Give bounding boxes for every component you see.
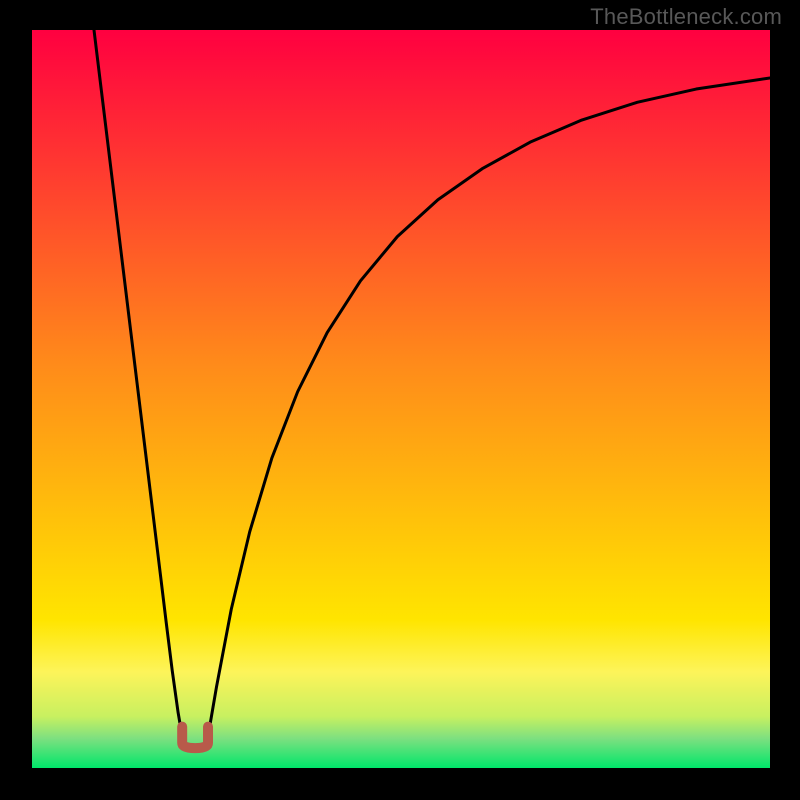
plot-area: [32, 30, 770, 768]
watermark-text: TheBottleneck.com: [590, 4, 782, 30]
curve-left-branch: [94, 30, 183, 738]
dip-marker: [182, 727, 208, 748]
curve-right-branch: [208, 78, 770, 739]
chart-svg: [32, 30, 770, 768]
